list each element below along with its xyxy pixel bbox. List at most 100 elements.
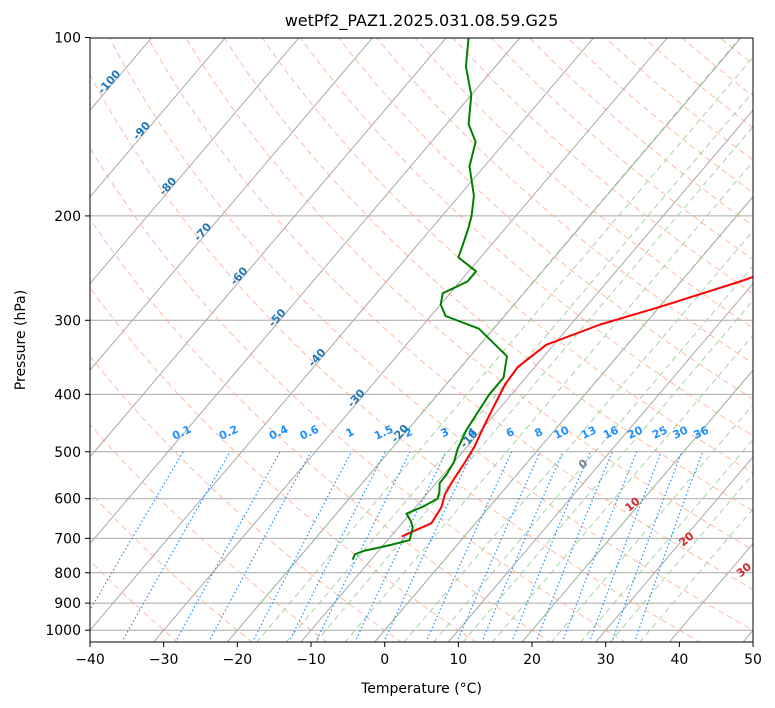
x-axis-label: Temperature (°C) — [360, 681, 482, 697]
moist-adiabat-line — [403, 230, 753, 642]
plot-frame — [89, 37, 754, 643]
dry-adiabat-line — [490, 38, 753, 260]
y-tick-label: 200 — [54, 209, 81, 225]
chart-title: wetPf2_PAZ1.2025.031.08.59.G25 — [285, 11, 559, 31]
dry-adiabat-line — [223, 38, 753, 512]
mixing-ratio-line — [315, 451, 411, 642]
background-lines — [0, 38, 775, 643]
x-tick-label: 0 — [380, 652, 389, 668]
mixing-ratio-label: 0.4 — [267, 423, 290, 443]
y-tick-label: 100 — [54, 31, 81, 47]
moist-adiabat-line — [344, 160, 753, 642]
isotherm-label: -60 — [228, 264, 251, 288]
y-tick-label: 700 — [54, 531, 81, 547]
dry-adiabat-line — [185, 38, 753, 551]
dry-adiabat-line — [681, 38, 753, 97]
isotherm-label: -70 — [191, 220, 214, 244]
isotherm-line — [226, 38, 742, 642]
dry-adiabat-line — [758, 38, 775, 643]
dry-adiabat-line — [90, 287, 477, 642]
x-tick-label: 20 — [523, 652, 541, 668]
moist-adiabat-line — [491, 334, 753, 642]
mixing-ratio-line — [354, 451, 447, 642]
x-tick-label: −20 — [223, 652, 253, 668]
y-tick-label: 600 — [54, 492, 81, 508]
mixing-ratio-line — [121, 451, 231, 642]
dry-adiabat-line — [90, 560, 179, 642]
mixing-ratio-line — [588, 451, 662, 642]
isotherm-label: -40 — [306, 346, 329, 370]
moist-adiabat-line — [550, 403, 753, 642]
mixing-ratio-label: 6 — [504, 425, 517, 440]
x-tick-label: 10 — [449, 652, 467, 668]
x-tick-label: 30 — [597, 652, 615, 668]
dry-adiabat-line — [109, 38, 753, 631]
mixing-ratio-label: 1 — [344, 425, 356, 440]
temperature-profile-line — [401, 275, 753, 538]
isotherm-line — [90, 38, 447, 458]
mixing-ratio-line — [174, 451, 281, 642]
dry-adiabat-line — [719, 38, 753, 66]
isotherm-label: -80 — [156, 174, 179, 198]
axes: −40 −30 −20 −10 0 10 20 30 40 5010020030040050060… — [45, 31, 762, 669]
mixing-ratio-label: 25 — [650, 424, 669, 442]
mixing-ratio-line — [561, 451, 638, 642]
isotherm-line — [90, 38, 595, 631]
isotherm-line — [0, 38, 78, 643]
mixing-ratio-label: 8 — [533, 425, 545, 440]
isotherm-line — [0, 38, 5, 643]
mixing-ratio-line — [456, 451, 541, 642]
moist-adiabat-line — [462, 299, 753, 642]
mixing-ratio-label: 36 — [691, 423, 711, 441]
dry-adiabat-line — [452, 38, 753, 295]
dry-adiabat-line — [90, 217, 552, 642]
x-tick-label: 40 — [670, 652, 688, 668]
x-tick-label: −30 — [149, 652, 179, 668]
isotherm-label: -30 — [345, 386, 368, 410]
mixing-ratio-line — [611, 451, 683, 642]
isotherm-label: -90 — [130, 119, 153, 143]
isotherm-line — [595, 456, 753, 642]
dry-adiabat-line — [90, 73, 701, 642]
y-tick-label: 800 — [54, 566, 81, 582]
wet-bulb-label: 20 — [677, 529, 697, 549]
isotherm-line — [90, 38, 300, 285]
moist-adiabat-line — [580, 438, 753, 642]
mixing-ratio-line — [208, 451, 312, 642]
dry-adiabat-line — [90, 355, 403, 642]
mixing-ratio-label: 30 — [671, 423, 691, 441]
mixing-ratio-label: 10 — [552, 423, 572, 441]
isotherm-line — [153, 38, 668, 642]
dry-adiabat-line — [337, 38, 753, 400]
wet-bulb-label: 10 — [623, 494, 643, 514]
mixing-ratio-label: 0.2 — [217, 423, 240, 443]
mixing-ratio-label: 0.6 — [298, 423, 321, 443]
dry-adiabat-line — [299, 38, 753, 437]
mixing-ratio-line — [90, 451, 184, 612]
x-tick-label: −10 — [296, 652, 326, 668]
moist-adiabat-line — [639, 508, 753, 642]
mixing-ratio-line — [288, 451, 386, 642]
moist-adiabat-line — [315, 126, 753, 642]
isotherm-line — [447, 282, 753, 642]
y-tick-label: 400 — [54, 387, 81, 403]
mixing-ratio-line — [481, 451, 564, 642]
wet-bulb-label: 0 — [576, 456, 590, 471]
isotherm-line — [90, 38, 374, 371]
mixing-ratio-label: 20 — [625, 423, 645, 441]
isotherm-label: -100 — [95, 67, 123, 96]
profile-lines — [351, 38, 753, 560]
y-tick-label: 300 — [54, 313, 81, 329]
moist-adiabat-line — [256, 56, 753, 642]
moist-adiabat-line — [226, 38, 741, 642]
isotherm-label: -50 — [266, 306, 289, 330]
isotherm-line — [90, 38, 226, 198]
mixing-ratio-line — [425, 451, 513, 642]
dry-adiabat-line — [90, 147, 627, 642]
x-tick-label: 50 — [744, 652, 762, 668]
x-tick-label: −40 — [75, 652, 105, 668]
dry-adiabat-line — [90, 491, 253, 642]
isotherm-line — [374, 196, 753, 642]
y-tick-label: 900 — [54, 596, 81, 612]
mixing-ratio-line — [511, 451, 591, 642]
